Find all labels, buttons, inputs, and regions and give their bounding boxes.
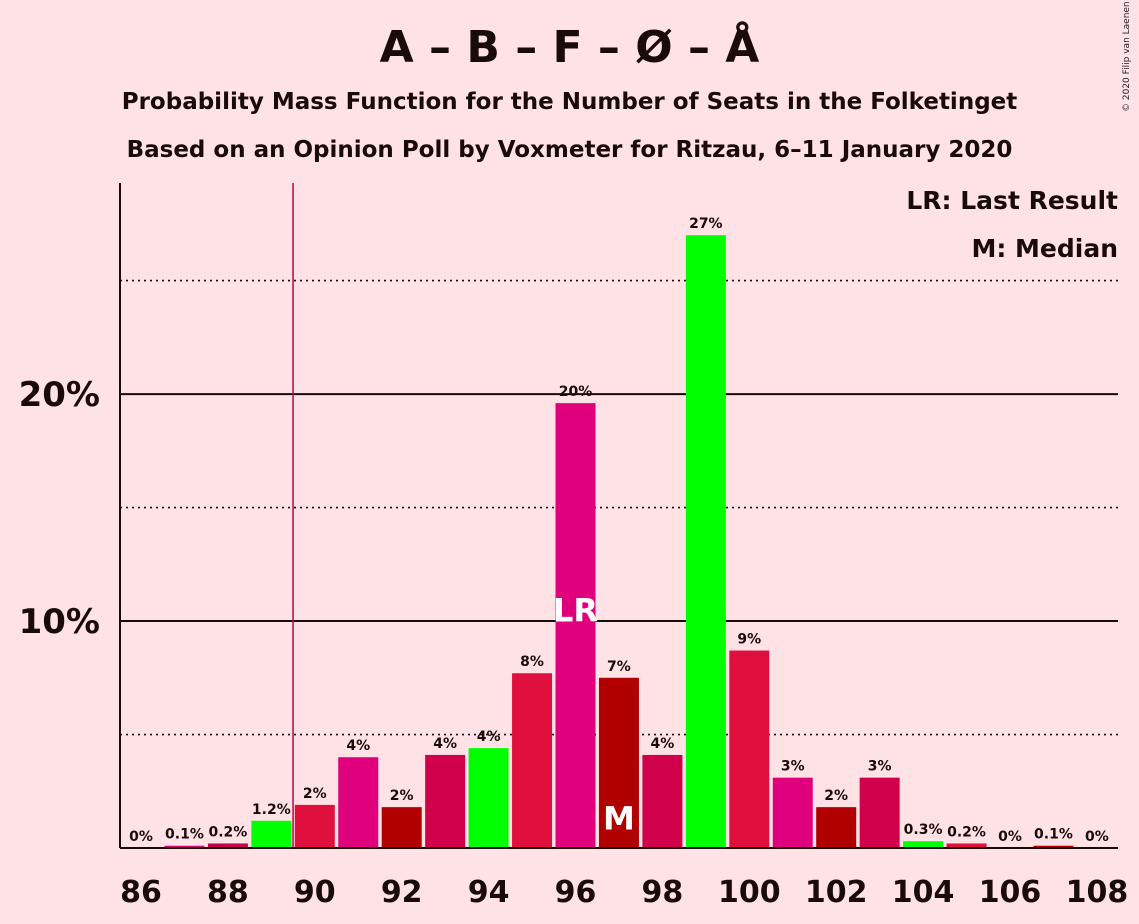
bar-label-87: 0.1% [165, 827, 204, 843]
bar-label-93: 4% [433, 736, 457, 752]
bar-label-99: 27% [689, 216, 723, 232]
bar-label-96: 20% [559, 384, 593, 400]
bar-93 [425, 754, 466, 848]
x-tick-label: 104 [892, 875, 955, 910]
axes: 86 88 90 92 94 96 98 100 102 104 106 108 10% 20% [19, 183, 1129, 910]
bar-label-86: 0% [129, 829, 153, 845]
legend-last-result: LR: Last Result [906, 186, 1118, 215]
x-tick-label: 100 [718, 875, 781, 910]
median-marker: M [603, 799, 635, 837]
bar-97 [598, 677, 639, 848]
bar-label-89: 1.2% [252, 802, 291, 818]
y-tick-label: 20% [19, 375, 100, 415]
y-tick-label: 10% [19, 602, 100, 642]
bar-89 [251, 820, 292, 848]
bar-90 [294, 804, 335, 848]
bar-107 [1033, 845, 1074, 848]
bar-94 [468, 748, 509, 848]
bar-label-100: 9% [737, 632, 761, 648]
bar-label-91: 4% [346, 738, 370, 754]
bar-label-88: 0.2% [208, 824, 247, 840]
bar-87 [164, 845, 205, 848]
bar-label-105: 0.2% [947, 824, 986, 840]
bar-101 [772, 777, 813, 848]
bar-105 [946, 843, 987, 848]
bar-label-95: 8% [520, 654, 544, 670]
bar-label-94: 4% [477, 729, 501, 745]
bar-99 [685, 235, 726, 849]
bar-92 [381, 807, 422, 848]
bar-label-92: 2% [390, 788, 414, 804]
bar-label-104: 0.3% [904, 822, 943, 838]
bar-96 [555, 403, 596, 848]
x-tick-label: 102 [805, 875, 868, 910]
last-result-marker: LR [553, 592, 598, 630]
x-tick-label: 96 [555, 875, 597, 910]
bar-labels: 0% 0.1% 0.2%1.2%2%4%2%4% 4%8%20%7%4%27%9%3%… [129, 216, 1109, 845]
bar-102 [816, 807, 857, 848]
bar-103 [859, 777, 900, 848]
bar-104 [903, 841, 944, 848]
x-tick-label: 94 [468, 875, 510, 910]
x-tick-label: 86 [120, 875, 162, 910]
x-tick-label: 92 [381, 875, 423, 910]
bar-label-108: 0% [1085, 829, 1109, 845]
bar-88 [207, 843, 248, 848]
x-tick-label: 90 [294, 875, 336, 910]
bar-label-103: 3% [868, 759, 892, 775]
chart-subtitle-source: Based on an Opinion Poll by Voxmeter for… [126, 137, 1013, 163]
bar-label-98: 4% [651, 736, 675, 752]
bar-label-102: 2% [824, 788, 848, 804]
x-tick-label: 106 [979, 875, 1042, 910]
x-tick-label: 88 [207, 875, 249, 910]
bar-95 [512, 673, 553, 848]
bar-100 [729, 650, 770, 848]
x-tick-label: 98 [642, 875, 684, 910]
bar-label-106: 0% [998, 829, 1022, 845]
bars [164, 183, 1074, 849]
bar-label-107: 0.1% [1034, 827, 1073, 843]
legend-median: M: Median [971, 234, 1118, 263]
chart-title: A – B – F – Ø – Å [379, 22, 760, 73]
bar-91 [338, 757, 379, 848]
x-tick-label: 108 [1066, 875, 1129, 910]
chart-subtitle: Probability Mass Function for the Number… [121, 89, 1018, 115]
bar-label-101: 3% [781, 759, 805, 775]
bar-98 [642, 754, 683, 848]
bar-label-90: 2% [303, 786, 327, 802]
bar-label-97: 7% [607, 659, 631, 675]
